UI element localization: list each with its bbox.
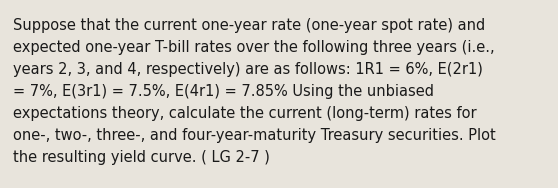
Text: years 2, 3, and 4, respectively) are as follows: 1R1 = 6%, E(2r1): years 2, 3, and 4, respectively) are as …	[13, 62, 483, 77]
Text: = 7%, E(3r1) = 7.5%, E(4r1) = 7.85% Using the unbiased: = 7%, E(3r1) = 7.5%, E(4r1) = 7.85% Usin…	[13, 84, 434, 99]
Text: one-, two-, three-, and four-year-maturity Treasury securities. Plot: one-, two-, three-, and four-year-maturi…	[13, 128, 496, 143]
Text: Suppose that the current one-year rate (one-year spot rate) and: Suppose that the current one-year rate (…	[13, 18, 485, 33]
Text: the resulting yield curve. ( LG 2-7 ): the resulting yield curve. ( LG 2-7 )	[13, 150, 270, 165]
Text: expectations theory, calculate the current (long-term) rates for: expectations theory, calculate the curre…	[13, 106, 477, 121]
Text: expected one-year T-bill rates over the following three years (i.e.,: expected one-year T-bill rates over the …	[13, 40, 494, 55]
